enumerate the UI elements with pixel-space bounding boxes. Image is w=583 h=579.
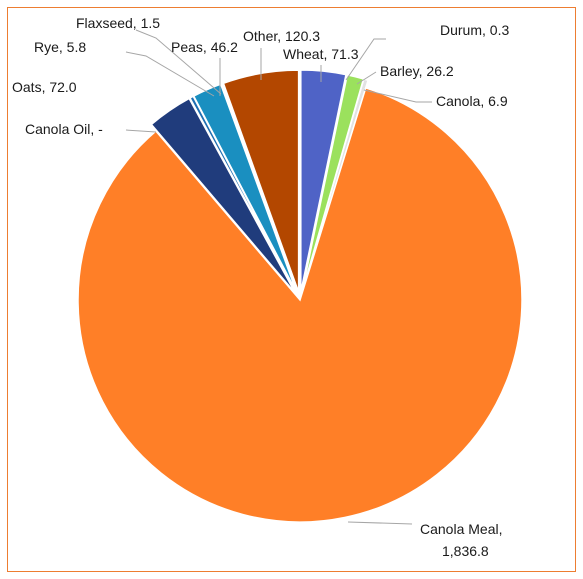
data-label-rye: Rye, 5.8 (34, 39, 86, 55)
data-label-flaxseed: Flaxseed, 1.5 (76, 15, 160, 31)
leader-rye (126, 52, 214, 96)
data-label-oats: Oats, 72.0 (12, 79, 77, 95)
chart-frame: Flaxseed, 1.5 Durum, 0.3 Other, 120.3 Ry… (7, 7, 576, 572)
data-label-canola-meal-value: 1,836.8 (442, 543, 489, 559)
data-label-wheat: Wheat, 71.3 (283, 46, 359, 62)
data-label-canola: Canola, 6.9 (436, 93, 508, 109)
slice-canola-meal (78, 88, 522, 522)
data-label-canola-oil: Canola Oil, - (25, 121, 103, 137)
data-label-canola-meal: Canola Meal, (420, 521, 503, 537)
pie-chart: Flaxseed, 1.5 Durum, 0.3 Other, 120.3 Ry… (8, 8, 577, 573)
data-label-durum: Durum, 0.3 (440, 22, 509, 38)
data-label-barley: Barley, 26.2 (380, 63, 454, 79)
leader-canola-meal (348, 522, 412, 524)
data-label-peas: Peas, 46.2 (171, 39, 238, 55)
leader-canola-oil (126, 130, 156, 132)
pie-slices (78, 70, 522, 522)
data-label-other: Other, 120.3 (243, 28, 320, 44)
